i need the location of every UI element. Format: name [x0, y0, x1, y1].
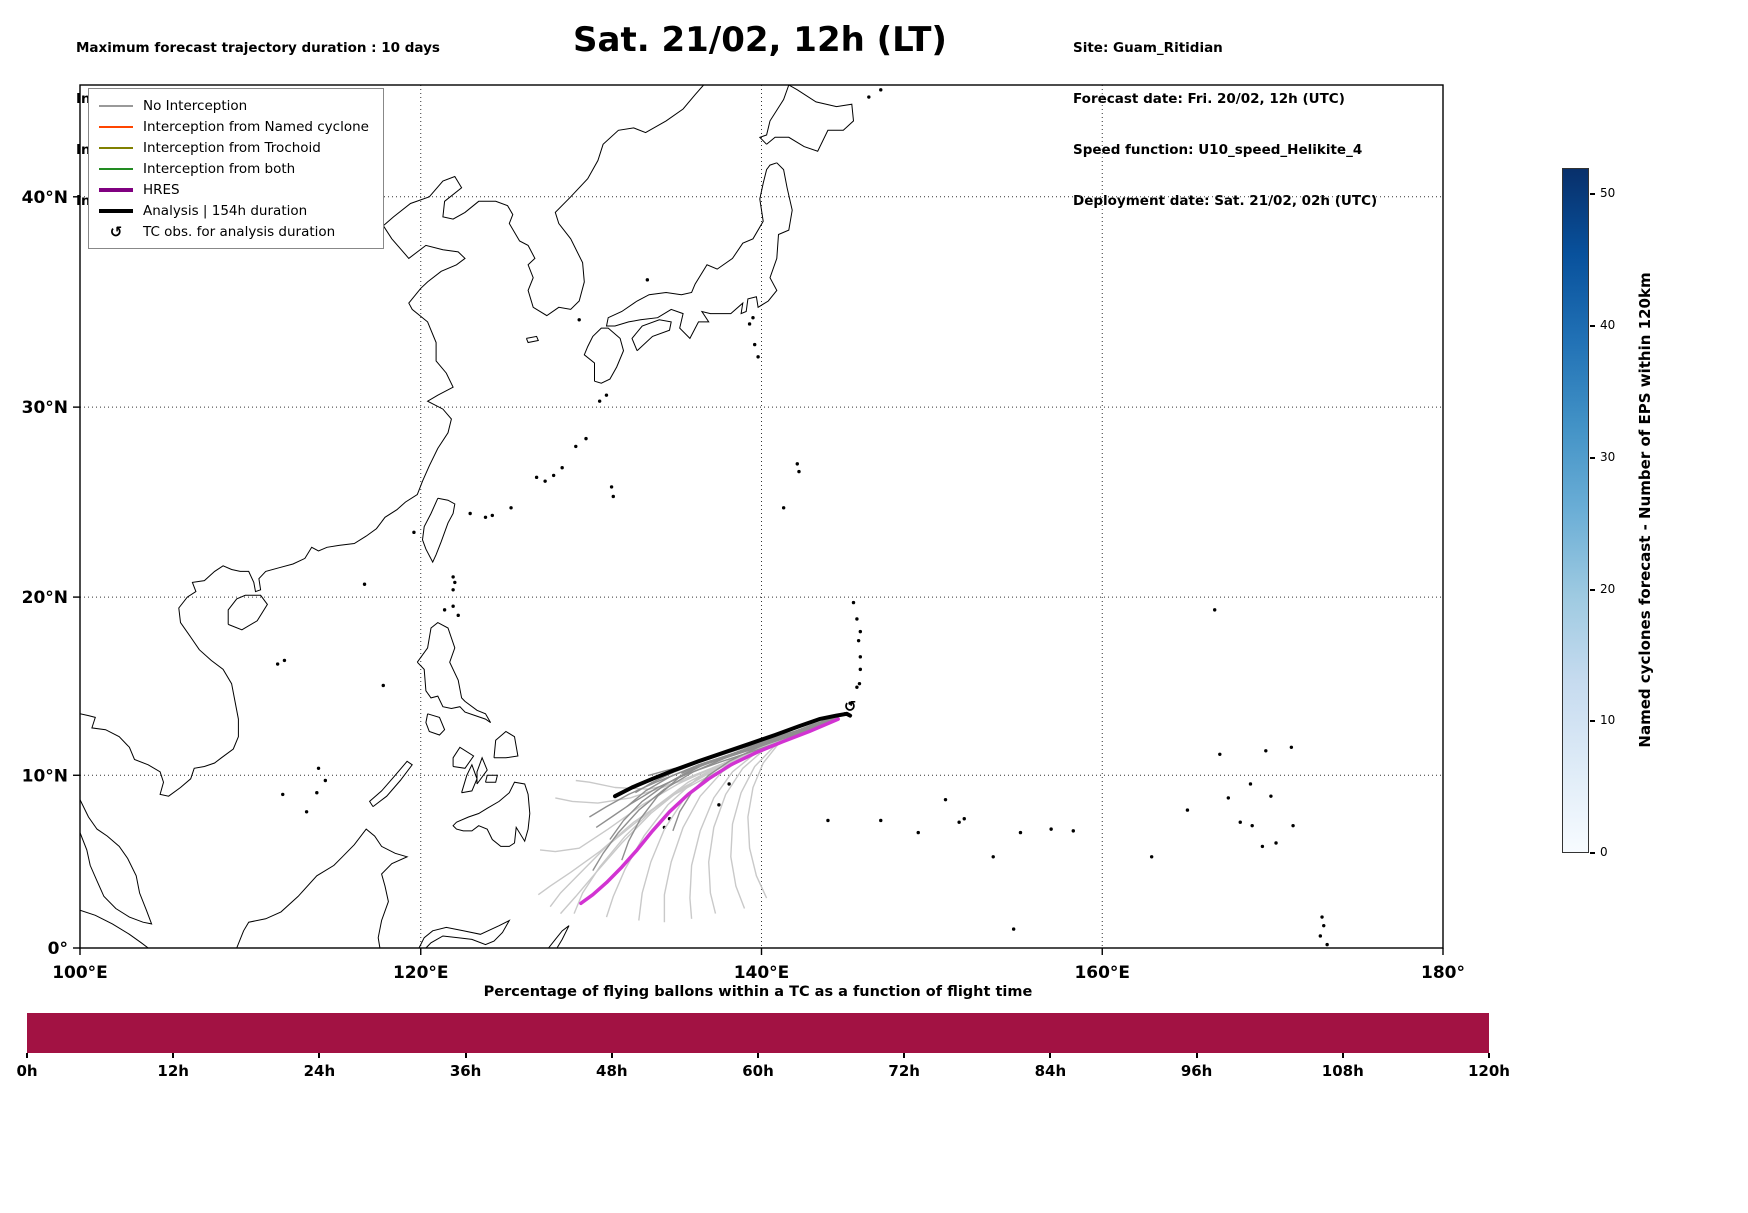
svg-text:20°N: 20°N — [22, 588, 68, 608]
legend-item-both: Interception from both — [99, 158, 369, 179]
colorbar-tick — [1590, 193, 1595, 196]
time-tick — [1195, 1053, 1198, 1058]
time-tick-label: 60h — [742, 1062, 774, 1080]
svg-text:140°E: 140°E — [734, 963, 790, 983]
time-tick — [464, 1053, 467, 1058]
colorbar-tick — [1590, 325, 1595, 328]
legend-label: HRES — [143, 181, 180, 198]
time-tick-label: 120h — [1468, 1062, 1510, 1080]
colorbar-tick-label: 0 — [1600, 845, 1608, 859]
legend-item-named-cyclone: Interception from Named cyclone — [99, 116, 369, 137]
time-tick-label: 96h — [1180, 1062, 1213, 1080]
legend-item-tc-obs: ↺ TC obs. for analysis duration — [99, 221, 369, 242]
legend-item-analysis: Analysis | 154h duration — [99, 200, 369, 221]
time-tick-label: 108h — [1321, 1062, 1364, 1080]
colorbar-label: Named cyclones forecast - Number of EPS … — [1636, 272, 1654, 748]
header-line: Forecast date: Fri. 20/02, 12h (UTC) — [1073, 91, 1345, 107]
time-tick — [318, 1053, 321, 1058]
legend-label: Interception from both — [143, 160, 296, 177]
legend-line-swatch — [99, 208, 133, 213]
ensemble-dark-tracks — [589, 714, 841, 871]
coastlines-layer — [80, 85, 855, 948]
legend-label: TC obs. for analysis duration — [143, 223, 336, 240]
time-tick-label: 24h — [303, 1062, 336, 1080]
tc-percentage-bar — [27, 1013, 1489, 1053]
svg-text:30°N: 30°N — [22, 398, 68, 418]
time-tick — [26, 1053, 28, 1058]
legend-line-swatch — [99, 146, 133, 149]
time-tick — [1049, 1053, 1052, 1058]
time-tick-label: 12h — [157, 1062, 189, 1080]
header-line: Speed function: U10_speed_Helikite_4 — [1073, 142, 1363, 158]
legend-line-swatch — [99, 187, 133, 192]
axis-labels: 100°E 120°E 140°E 160°E 180° 0° 10°N 20°N 30°N 40… — [22, 188, 1465, 983]
bottom-chart-title: Percentage of flying ballons within a TC… — [483, 984, 1033, 1000]
colorbar-tick-label: 10 — [1600, 713, 1616, 728]
legend-item-hres: HRES — [99, 179, 369, 200]
cyclone-obs-icon: ↺ — [109, 222, 123, 241]
colorbar-tick-label: 40 — [1600, 318, 1616, 333]
colorbar-tick — [1590, 588, 1595, 591]
header-line: Maximum forecast trajectory duration : 1… — [76, 40, 440, 56]
colorbar-tick — [1590, 456, 1595, 459]
time-tick — [903, 1053, 906, 1058]
legend-label: No Interception — [143, 97, 248, 114]
legend-line-swatch — [99, 125, 133, 128]
time-tick — [1488, 1053, 1490, 1058]
analysis-track — [613, 711, 853, 799]
legend-item-trochoid: Interception from Trochoid — [99, 137, 369, 158]
time-tick — [757, 1053, 759, 1058]
time-tick-label: 72h — [888, 1062, 920, 1080]
island-dots-layer — [275, 88, 1329, 947]
time-tick — [1341, 1053, 1344, 1058]
time-tick-label: 0h — [16, 1062, 38, 1080]
time-tick-label: 84h — [1034, 1062, 1067, 1080]
legend-item-no-interception: No Interception — [99, 95, 369, 116]
eps-count-colorbar — [1562, 168, 1589, 853]
ensemble-light-tracks — [537, 714, 841, 923]
legend-label: Interception from Trochoid — [143, 139, 321, 156]
colorbar-tick-label: 20 — [1600, 581, 1616, 596]
colorbar-tick-label: 30 — [1600, 449, 1616, 464]
time-tick-label: 36h — [449, 1062, 482, 1080]
page-title: Sat. 21/02, 12h (LT) — [573, 20, 947, 60]
map-content: ↺ — [80, 85, 1443, 948]
legend-line-swatch — [99, 104, 133, 107]
colorbar-tick — [1590, 852, 1595, 854]
legend-label: Analysis | 154h duration — [143, 202, 308, 219]
colorbar-tick — [1590, 720, 1595, 723]
legend-line-swatch — [99, 167, 133, 170]
svg-text:0°: 0° — [48, 939, 68, 959]
svg-text:120°E: 120°E — [393, 963, 449, 983]
hres-track — [579, 717, 840, 906]
svg-text:10°N: 10°N — [22, 766, 68, 786]
time-tick-label: 48h — [596, 1062, 628, 1080]
time-tick — [172, 1053, 175, 1058]
svg-text:40°N: 40°N — [22, 188, 68, 208]
svg-text:180°: 180° — [1421, 963, 1465, 983]
svg-text:160°E: 160°E — [1074, 963, 1130, 983]
colorbar-tick-label: 50 — [1600, 186, 1616, 201]
legend-label: Interception from Named cyclone — [143, 118, 369, 135]
svg-text:100°E: 100°E — [52, 963, 108, 983]
map-legend: No Interception Interception from Named … — [88, 88, 384, 249]
tc-origin-marker: ↺ — [844, 698, 857, 716]
header-line: Site: Guam_Ritidian — [1073, 40, 1223, 56]
time-tick — [610, 1053, 613, 1058]
